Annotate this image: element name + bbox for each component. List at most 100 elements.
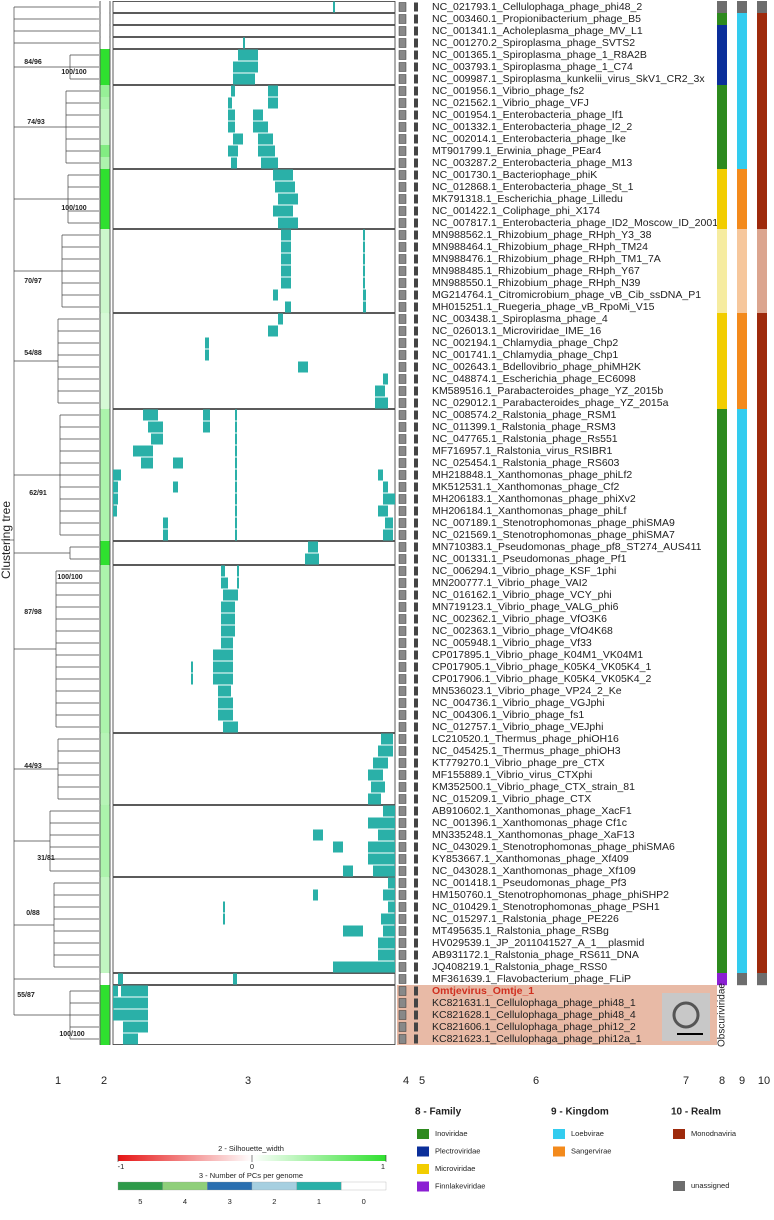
legend-label: Sangervirae <box>571 1146 611 1155</box>
pc-cell <box>123 1021 148 1033</box>
realm-cell <box>757 973 767 986</box>
realm-cell <box>757 61 767 74</box>
family-cell <box>717 553 727 566</box>
realm-cell <box>757 409 767 422</box>
silhouette-cell <box>100 49 110 61</box>
family-cell <box>717 733 727 746</box>
genome-size <box>398 302 407 312</box>
kingdom-cell <box>737 901 747 914</box>
genome-name: MN988464.1_Rhizobium_phage_RHph_TM24 <box>432 241 648 253</box>
genome-name: MN719123.1_Vibrio_phage_VALG_phi6 <box>432 601 619 613</box>
family-cell <box>717 841 727 854</box>
protein-count <box>414 446 418 456</box>
family-cell <box>717 409 727 422</box>
clade-support: 54/88 <box>24 350 42 357</box>
pc-cell <box>268 85 278 97</box>
realm-cell <box>757 805 767 818</box>
genome-size <box>398 134 407 144</box>
kingdom-cell <box>737 421 747 434</box>
silhouette-cell <box>100 745 110 757</box>
family-cell <box>717 697 727 710</box>
protein-count <box>414 1010 418 1020</box>
genome-name: NC_006294.1_Vibrio_phage_KSF_1phi <box>432 565 616 577</box>
clade-support: 0/88 <box>26 910 40 917</box>
realm-cell <box>757 229 767 242</box>
silhouette-cell <box>100 373 110 385</box>
silhouette-cell <box>100 937 110 949</box>
pc-cell <box>383 529 393 541</box>
genome-size <box>398 518 407 528</box>
pc-cell <box>237 577 239 589</box>
family-cell <box>717 217 727 230</box>
realm-cell <box>757 133 767 146</box>
protein-count <box>414 986 418 996</box>
silhouette-cell <box>100 721 110 733</box>
pc-cell <box>223 721 238 733</box>
silhouette-cell <box>100 13 110 25</box>
silhouette-cell <box>100 277 110 289</box>
pc-cell <box>343 865 353 877</box>
column-number: 8 <box>719 1075 725 1087</box>
genome-name: MN988485.1_Rhizobium_phage_RHph_Y67 <box>432 265 640 277</box>
kingdom-cell <box>737 721 747 734</box>
kingdom-cell <box>737 973 747 986</box>
genome-name: NC_003460.1_Propionibacterium_phage_B5 <box>432 13 641 25</box>
realm-cell <box>757 145 767 158</box>
realm-cell <box>757 565 767 578</box>
genome-name: NC_016162.1_Vibrio_phage_VCY_phi <box>432 589 612 601</box>
silhouette-cell <box>100 133 110 145</box>
genome-size <box>398 962 407 972</box>
family-cell <box>717 229 727 242</box>
family-cell <box>717 637 727 650</box>
protein-count <box>414 146 418 156</box>
realm-cell <box>757 493 767 506</box>
pc-cell <box>205 337 209 349</box>
pc-cell <box>235 529 237 541</box>
silhouette-cell <box>100 709 110 721</box>
family-cell <box>717 277 727 290</box>
protein-count <box>414 14 418 24</box>
genome-name: NC_015297.1_Ralstonia_phage_PE226 <box>432 913 619 925</box>
realm-cell <box>757 601 767 614</box>
genome-size <box>398 842 407 852</box>
protein-count <box>414 386 418 396</box>
column-number: 9 <box>739 1075 745 1087</box>
genome-name: NC_048874.1_Escherichia_phage_EC6098 <box>432 373 636 385</box>
genome-name: AB931172.1_Ralstonia_phage_RS611_DNA <box>432 949 639 961</box>
silhouette-cell <box>100 265 110 277</box>
heatmap-box <box>112 973 396 985</box>
silhouette-cell <box>100 1009 110 1021</box>
silhouette-cell <box>100 397 110 409</box>
genome-name: NC_029012.1_Parabacteroides_phage_YZ_201… <box>432 397 669 409</box>
pc-cell <box>285 301 291 313</box>
genome-size <box>398 422 407 432</box>
silhouette-cell <box>100 697 110 709</box>
family-cell <box>717 265 727 278</box>
heatmap-box <box>112 313 396 409</box>
genome-size <box>398 830 407 840</box>
realm-cell <box>757 577 767 590</box>
kingdom-cell <box>737 433 747 446</box>
clade-support: 100/100 <box>61 205 86 212</box>
protein-count <box>414 170 418 180</box>
pc-cell <box>205 349 209 361</box>
silhouette-cell <box>100 169 110 181</box>
genome-size <box>398 998 407 1008</box>
pc-cell <box>368 817 395 829</box>
genome-name: CP017895.1_Vibrio_phage_K04M1_VK04M1 <box>432 649 643 661</box>
genome-size <box>398 326 407 336</box>
realm-cell <box>757 13 767 26</box>
genome-name: MF155889.1_Vibrio_virus_CTXphi <box>432 769 592 781</box>
legend-label: Microviridae <box>435 1164 475 1173</box>
pc-cell <box>363 277 365 289</box>
silhouette-cell <box>100 517 110 529</box>
silhouette-cell <box>100 493 110 505</box>
genome-name: AB910602.1_Xanthomonas_phage_XacF1 <box>432 805 632 817</box>
pc-cell <box>113 505 117 517</box>
silhouette-cell <box>100 673 110 685</box>
legend-swatch <box>553 1146 565 1157</box>
family-cell <box>717 589 727 602</box>
genome-size <box>398 902 407 912</box>
genome-size <box>398 1010 407 1020</box>
family-cell <box>717 949 727 962</box>
